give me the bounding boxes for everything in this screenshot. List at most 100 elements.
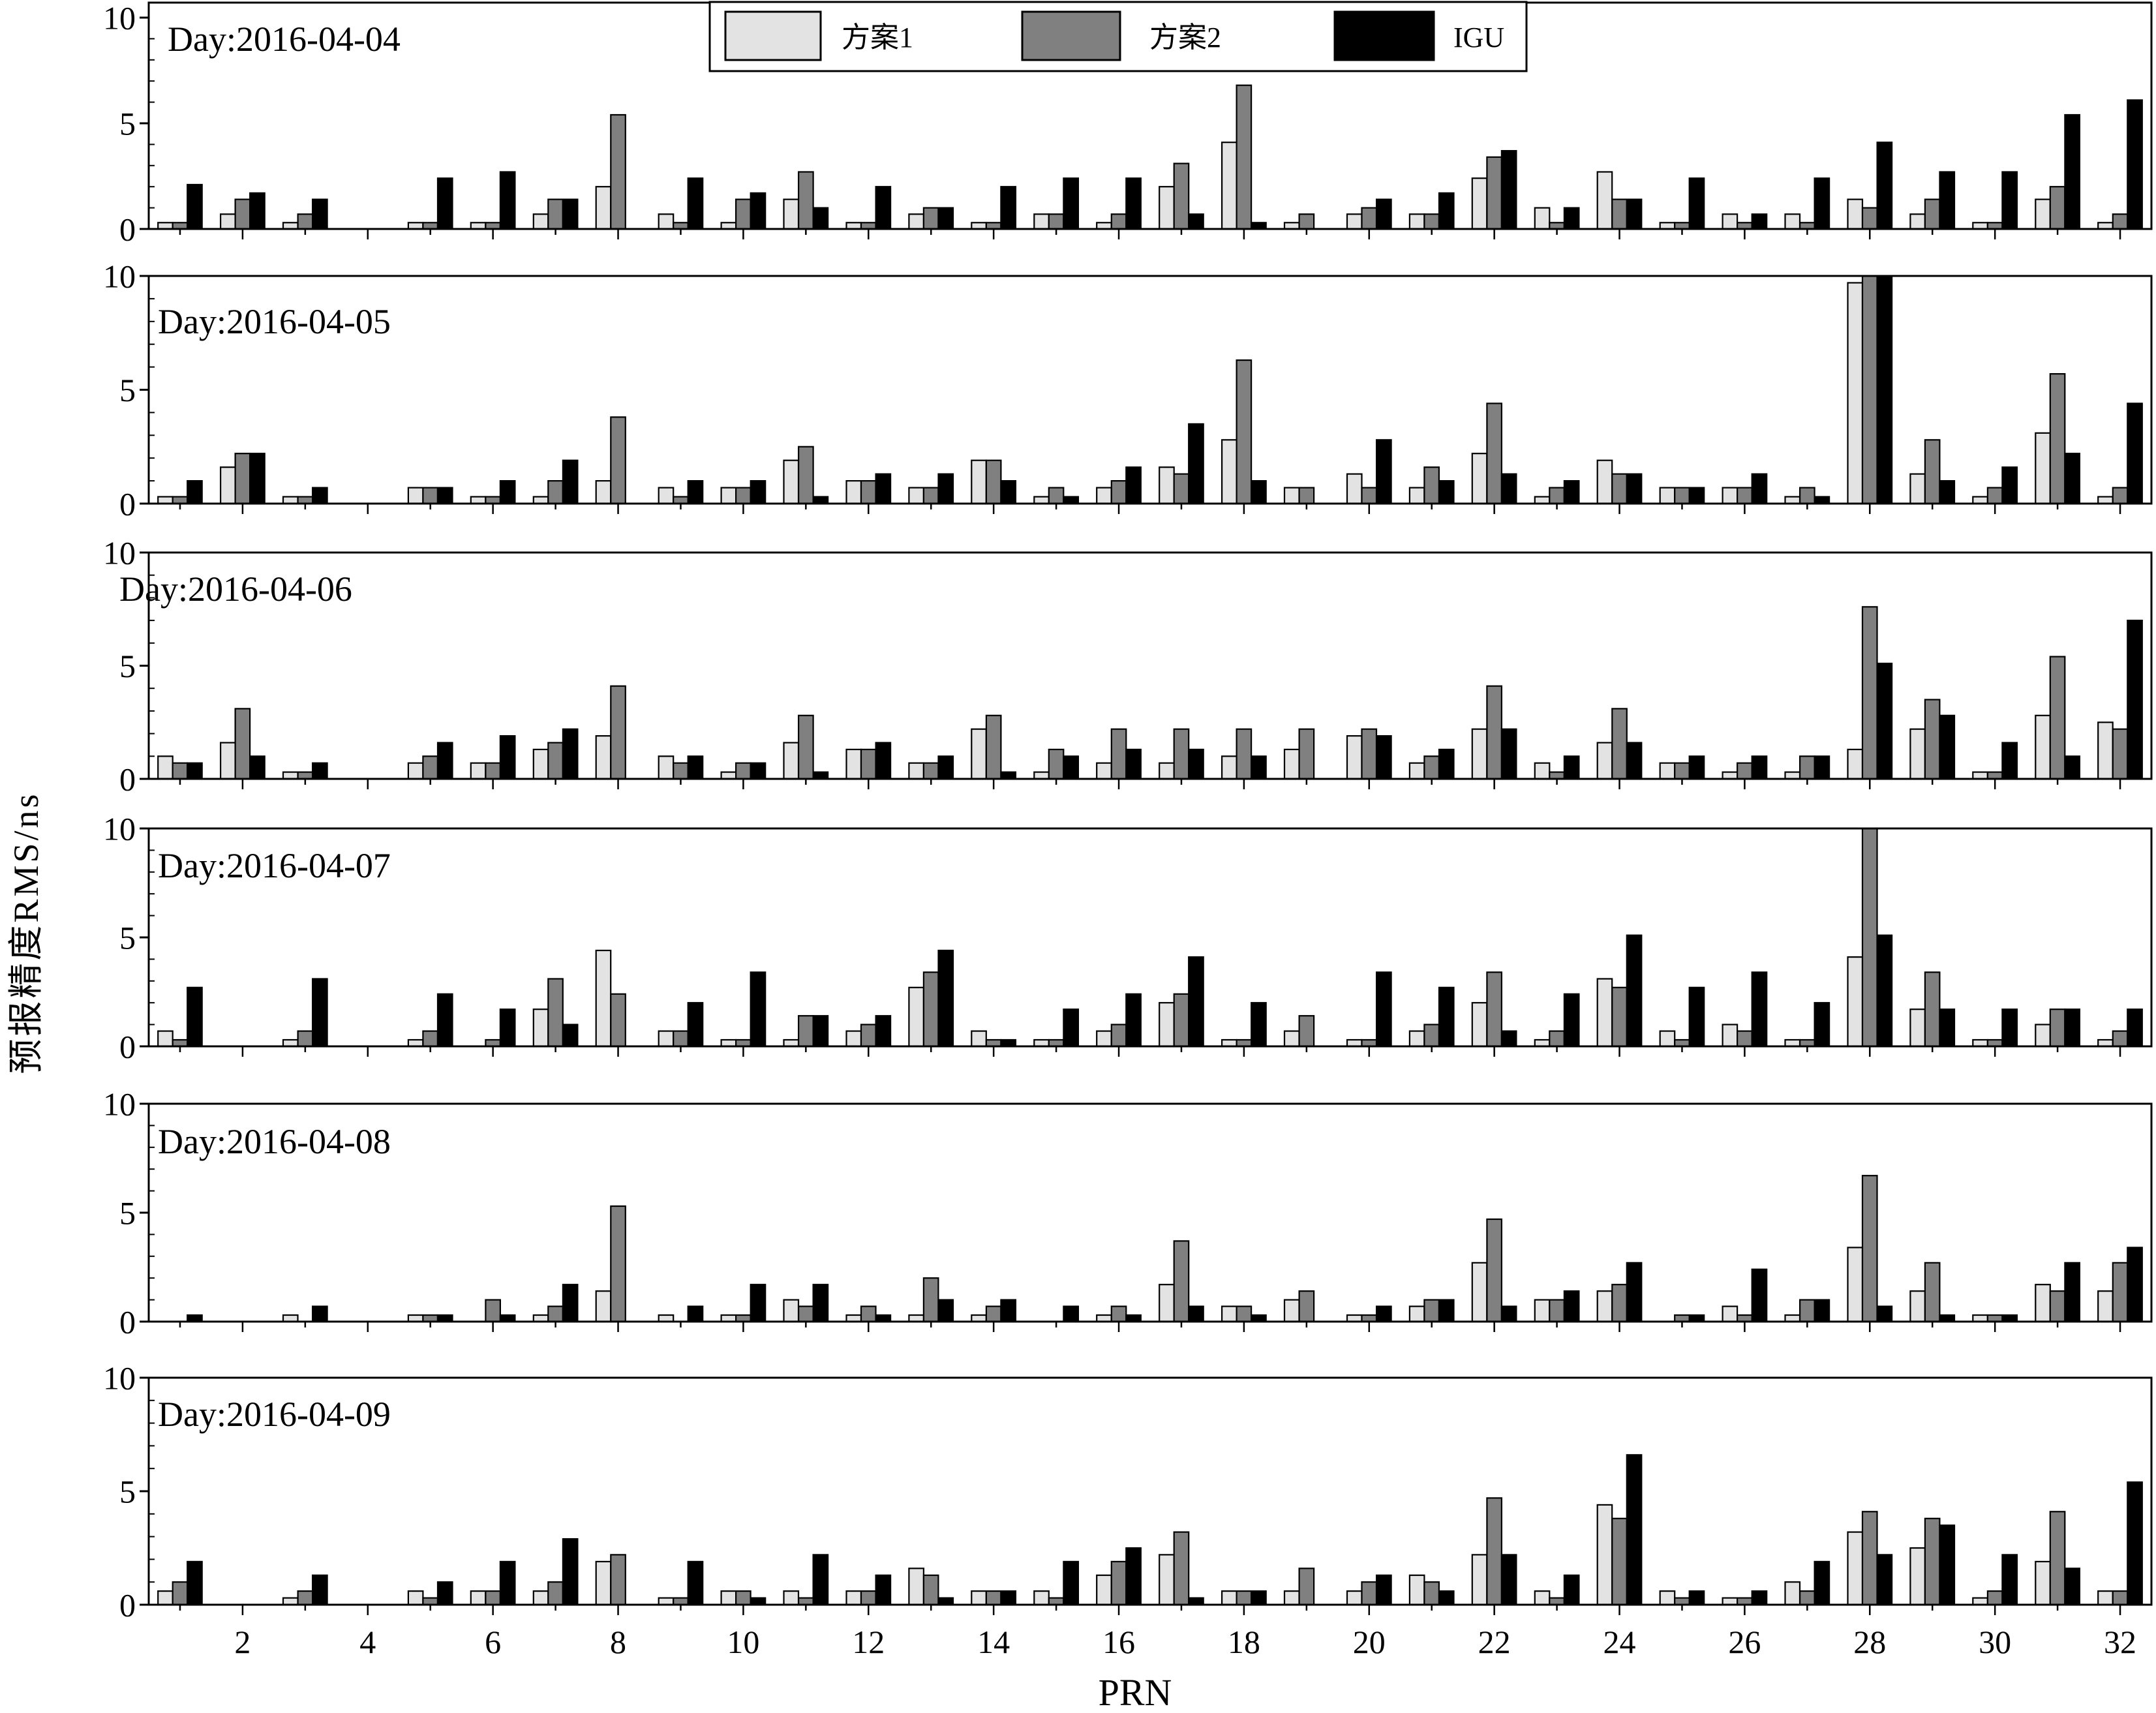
- bar-day2-prn21-series1: [1408, 487, 1425, 505]
- bar-day6-prn27-series2: [1799, 1590, 1815, 1606]
- bar-day6-prn18-series2: [1236, 1590, 1253, 1606]
- bar-day4-prn21-series2: [1423, 1023, 1440, 1048]
- bar-day5-prn10-series3: [750, 1284, 767, 1323]
- bar-day4-prn16-series3: [1125, 993, 1142, 1048]
- x-tick-label: 2: [234, 1624, 251, 1660]
- bar-day2-prn22-series3: [1500, 473, 1517, 505]
- bar-day2-prn11-series3: [812, 496, 829, 505]
- bar-day5-prn14-series3: [1000, 1299, 1017, 1323]
- bar-day2-prn18-series3: [1251, 479, 1267, 505]
- bar-day2-prn14-series1: [971, 459, 987, 505]
- bar-day2-prn29-series2: [1924, 439, 1941, 505]
- bar-day6-prn5-series1: [407, 1590, 424, 1606]
- bar-day2-prn9-series2: [673, 496, 689, 505]
- bar-day5-prn27-series2: [1799, 1299, 1815, 1323]
- bar-day1-prn7-series2: [547, 198, 564, 230]
- y-tick-label: 10: [103, 535, 136, 571]
- bar-day3-prn16-series3: [1125, 748, 1142, 780]
- bar-day4-prn32-series2: [2112, 1030, 2129, 1048]
- bar-day4-prn23-series3: [1563, 993, 1580, 1048]
- bar-day6-prn12-series1: [845, 1590, 862, 1606]
- bar-day3-prn16-series2: [1110, 728, 1127, 780]
- bar-day5-prn32-series1: [2097, 1290, 2114, 1323]
- bar-day2-prn18-series1: [1221, 439, 1237, 505]
- bar-day2-prn10-series2: [735, 487, 752, 505]
- bar-day4-prn13-series1: [908, 986, 925, 1048]
- bar-day5-prn8-series1: [595, 1290, 612, 1323]
- bar-day2-prn21-series2: [1423, 466, 1440, 505]
- bar-day3-prn7-series3: [562, 728, 579, 780]
- y-tick-label: 5: [119, 920, 136, 956]
- bar-day2-prn26-series1: [1722, 487, 1738, 505]
- bar-day2-prn14-series2: [985, 459, 1002, 505]
- bar-day6-prn26-series1: [1722, 1597, 1738, 1606]
- bar-day1-prn13-series1: [908, 213, 925, 230]
- y-tick-label: 0: [119, 211, 136, 248]
- bar-day2-prn31-series3: [2064, 453, 2080, 505]
- bar-day1-prn6-series3: [499, 171, 516, 230]
- bar-day4-prn7-series1: [532, 1008, 549, 1048]
- bar-day6-prn5-series2: [422, 1597, 439, 1606]
- bar-day1-prn18-series1: [1221, 142, 1237, 230]
- bar-day2-prn25-series2: [1674, 487, 1690, 505]
- bar-day3-prn12-series3: [875, 742, 892, 780]
- y-tick-label: 10: [103, 1360, 136, 1397]
- x-tick-label: 10: [727, 1624, 759, 1660]
- bar-day2-prn23-series3: [1563, 479, 1580, 505]
- bar-day3-prn5-series3: [436, 742, 453, 780]
- bar-day5-prn31-series1: [2035, 1284, 2051, 1323]
- bar-day3-prn30-series1: [1972, 771, 1988, 780]
- bar-day4-prn17-series3: [1188, 956, 1204, 1048]
- bar-day1-prn8-series2: [610, 114, 626, 230]
- bar-day3-prn25-series1: [1659, 762, 1676, 780]
- y-tick-label: 0: [119, 486, 136, 523]
- bar-day6-prn21-series1: [1408, 1574, 1425, 1606]
- bar-day3-prn13-series3: [937, 755, 954, 780]
- bar-day4-prn29-series3: [1939, 1008, 1956, 1048]
- bar-day4-prn22-series2: [1486, 971, 1502, 1048]
- bar-day2-prn24-series2: [1611, 473, 1628, 505]
- bar-day2-prn27-series1: [1784, 496, 1801, 505]
- bar-day6-prn16-series1: [1096, 1574, 1112, 1606]
- bar-day4-prn21-series1: [1408, 1030, 1425, 1048]
- panel-date-label: Day:2016-04-08: [158, 1122, 391, 1161]
- bar-day3-prn27-series1: [1784, 771, 1801, 780]
- bar-day3-prn16-series1: [1096, 762, 1112, 780]
- bar-day4-prn22-series1: [1471, 1002, 1488, 1048]
- bar-day1-prn8-series1: [595, 186, 612, 230]
- y-axis-label: 预报精度RMS/ns: [7, 791, 46, 1074]
- bar-day6-prn24-series2: [1611, 1517, 1628, 1606]
- x-tick-label: 20: [1353, 1624, 1386, 1660]
- bar-day3-prn3-series1: [282, 771, 299, 780]
- bar-day6-prn11-series1: [783, 1590, 800, 1606]
- bar-day4-prn9-series3: [687, 1002, 704, 1048]
- panel-date-label: Day:2016-04-07: [158, 846, 391, 885]
- bar-day5-prn23-series2: [1549, 1299, 1565, 1323]
- bar-day4-prn5-series2: [422, 1030, 439, 1048]
- bar-day1-prn10-series2: [735, 198, 752, 230]
- bar-day3-prn27-series3: [1814, 755, 1830, 780]
- bar-day2-prn12-series3: [875, 473, 892, 505]
- bar-day6-prn15-series2: [1048, 1597, 1065, 1606]
- plot-area: [149, 1104, 2151, 1322]
- bar-day3-prn29-series2: [1924, 699, 1941, 780]
- bar-day6-prn5-series3: [436, 1581, 453, 1606]
- bar-day6-prn22-series3: [1500, 1554, 1517, 1606]
- bar-day6-prn31-series1: [2035, 1560, 2051, 1606]
- bar-day3-prn11-series3: [812, 771, 829, 780]
- bar-day6-prn14-series3: [1000, 1590, 1017, 1606]
- bar-day3-prn28-series2: [1861, 606, 1878, 780]
- bar-day2-prn12-series1: [845, 479, 862, 505]
- legend-label-scheme2: 方案2: [1149, 22, 1221, 53]
- bar-day2-prn5-series3: [436, 487, 453, 505]
- bar-day6-prn18-series1: [1221, 1590, 1237, 1606]
- bar-day4-prn12-series1: [845, 1030, 862, 1048]
- bar-day1-prn12-series3: [875, 186, 892, 230]
- bar-day6-prn9-series3: [687, 1560, 704, 1606]
- bar-day2-prn15-series2: [1048, 487, 1065, 505]
- bar-day4-prn24-series3: [1626, 934, 1643, 1048]
- bar-day6-prn12-series3: [875, 1574, 892, 1606]
- bar-day1-prn3-series3: [312, 198, 328, 230]
- bar-day6-prn31-series2: [2049, 1511, 2066, 1606]
